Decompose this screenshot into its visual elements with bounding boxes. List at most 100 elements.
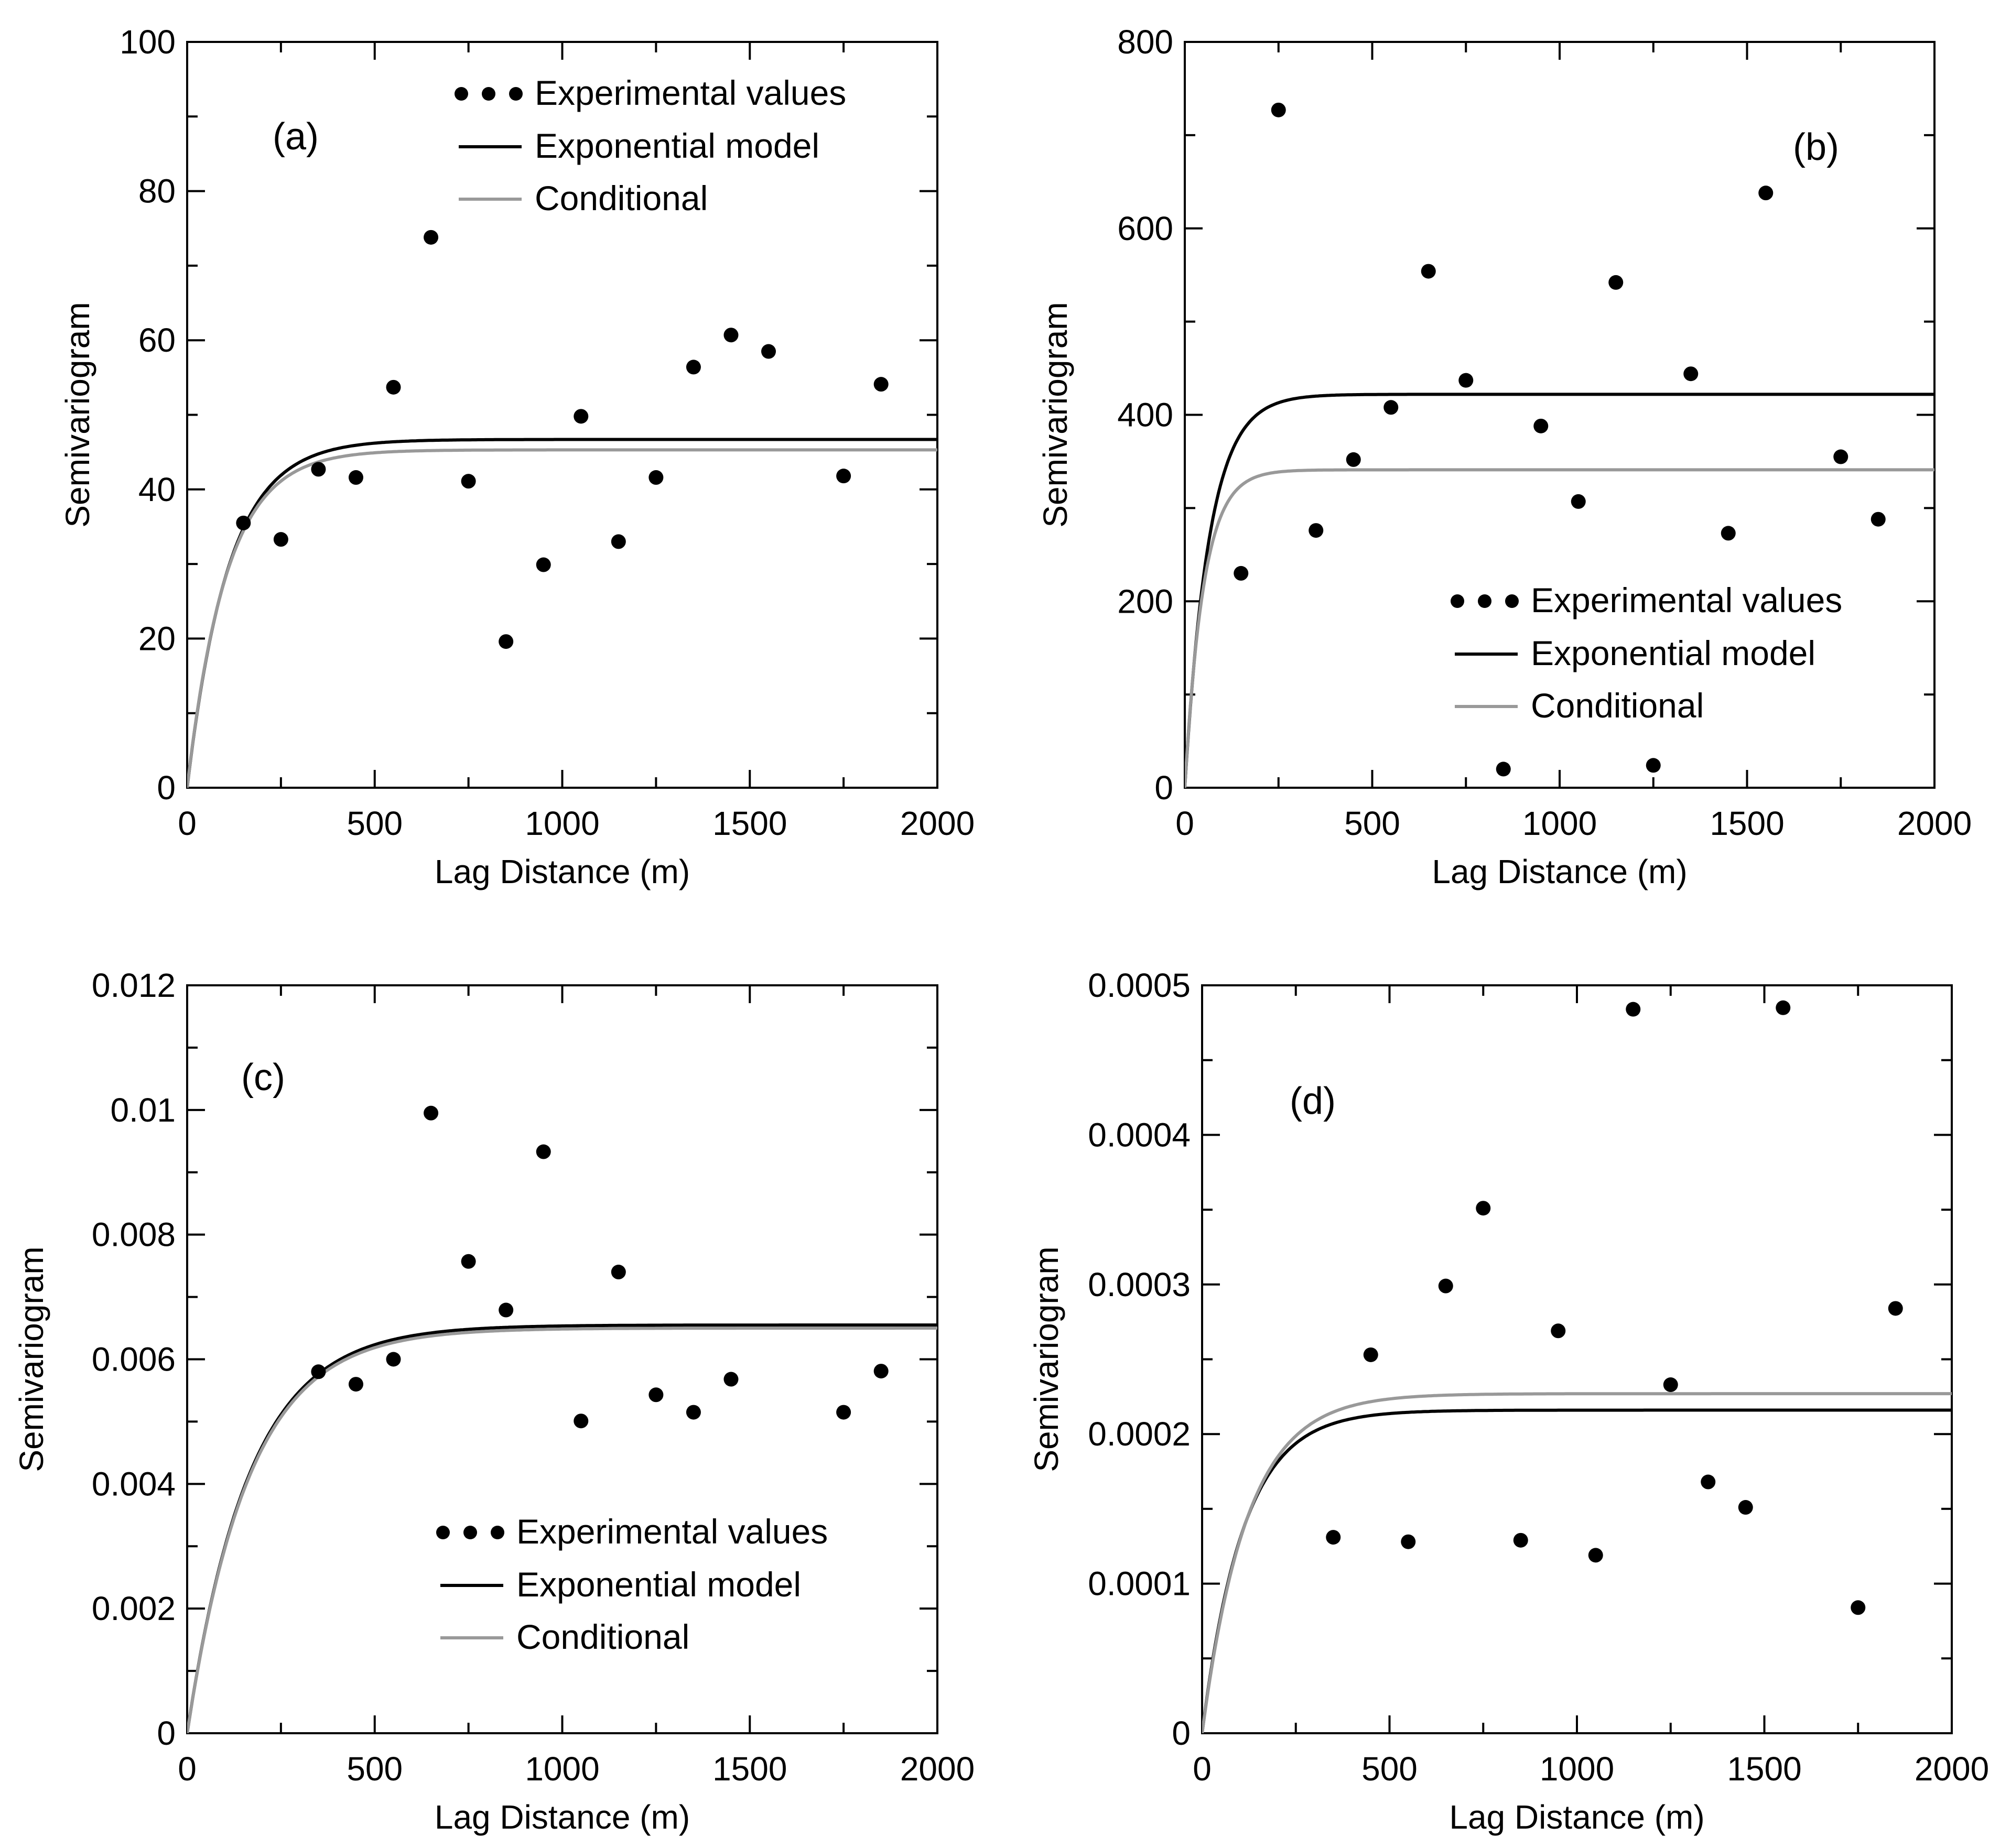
experimental-point [424, 230, 439, 245]
y-tick-label: 0.006 [92, 1341, 176, 1378]
experimental-point [1663, 1377, 1678, 1393]
experimental-point [1476, 1201, 1491, 1216]
legend-marker-experimental [463, 1526, 477, 1539]
legend-marker-experimental [1451, 594, 1464, 608]
experimental-point [1234, 566, 1249, 581]
x-tick-label: 2000 [1915, 1750, 1989, 1788]
experimental-point [1588, 1548, 1603, 1563]
y-tick-label: 0 [1154, 769, 1173, 807]
experimental-point [386, 379, 401, 395]
x-tick-label: 0 [1175, 805, 1194, 842]
x-tick-label: 500 [1344, 805, 1400, 842]
experimental-point [499, 634, 514, 649]
experimental-point [1701, 1474, 1716, 1490]
experimental-point [1309, 523, 1324, 538]
experimental-point [611, 1265, 626, 1280]
y-tick-label: 20 [138, 619, 176, 657]
y-tick-label: 0.0001 [1088, 1565, 1191, 1603]
x-tick-label: 500 [347, 805, 403, 842]
x-axis-label: Lag Distance (m) [435, 1798, 690, 1836]
experimental-point [686, 360, 701, 375]
experimental-point [723, 328, 739, 343]
experimental-point [1571, 494, 1586, 509]
experimental-point [761, 344, 776, 359]
legend-label-conditional: Conditional [535, 179, 708, 218]
y-tick-label: 100 [120, 23, 176, 61]
experimental-point [1646, 758, 1661, 773]
legend-marker-experimental [491, 1526, 504, 1539]
experimental-point [1271, 102, 1286, 117]
x-axis-label: Lag Distance (m) [1449, 1798, 1704, 1836]
y-axis-label: Semivariogram [1036, 302, 1074, 527]
experimental-point [461, 1254, 476, 1269]
experimental-point [1721, 526, 1736, 541]
experimental-point [611, 534, 626, 549]
experimental-point [1458, 373, 1474, 388]
experimental-point [311, 462, 326, 477]
x-axis-label: Lag Distance (m) [1432, 853, 1687, 890]
chart-panel-c: 0 500 1000 1500 2000 0 0.002 0.004 0.006 0.008 0.0… [13, 966, 975, 1836]
experimental-point [536, 1144, 551, 1159]
experimental-point [873, 1364, 889, 1379]
experimental-point [1626, 1002, 1641, 1017]
experimental-point [1833, 449, 1848, 464]
exponential-model-curve [1202, 1408, 1952, 1733]
x-tick-label: 1000 [525, 805, 599, 842]
conditional-curve [187, 448, 937, 788]
experimental-point [1363, 1347, 1378, 1362]
legend-label-experimental: Experimental values [516, 1512, 828, 1551]
x-tick-label: 0 [1193, 1750, 1212, 1788]
experimental-point [1496, 762, 1511, 777]
x-tick-label: 2000 [1897, 805, 1972, 842]
legend-label-exponential: Exponential model [535, 126, 819, 165]
legend-marker-experimental [455, 87, 468, 101]
experimental-point [1401, 1534, 1416, 1549]
experimental-point [1608, 275, 1624, 290]
legend: Experimental values Exponential model Cond… [455, 73, 846, 218]
panel-label: (a) [273, 116, 319, 158]
experimental-point [461, 474, 476, 489]
experimental-point [574, 409, 589, 424]
x-tick-label: 1500 [1710, 805, 1784, 842]
x-tick-label: 0 [178, 1750, 197, 1788]
exponential-model-curve [187, 1323, 937, 1733]
experimental-point [1738, 1500, 1753, 1515]
experimental-point [836, 469, 851, 484]
y-tick-label: 0.0002 [1088, 1415, 1191, 1453]
y-tick-label: 600 [1117, 210, 1173, 247]
experimental-point [686, 1405, 701, 1420]
chart-panel-a: 0 500 1000 1500 2000 0 20 40 60 80 100 Lag Distance… [59, 23, 975, 890]
legend-label-conditional: Conditional [516, 1617, 689, 1656]
exponential-model-curve [187, 438, 937, 788]
x-tick-label: 2000 [900, 1750, 975, 1788]
y-tick-label: 0.01 [110, 1091, 176, 1129]
y-tick-label: 0 [1172, 1714, 1191, 1752]
experimental-point [1871, 512, 1886, 527]
x-tick-label: 1500 [1727, 1750, 1801, 1788]
x-tick-label: 1500 [712, 1750, 787, 1788]
y-tick-label: 400 [1117, 396, 1173, 434]
legend-label-experimental: Experimental values [1531, 581, 1842, 619]
x-tick-label: 1500 [712, 805, 787, 842]
experimental-point [1533, 418, 1549, 433]
conditional-curve [187, 1327, 937, 1733]
legend: Experimental values Exponential model Cond… [1451, 581, 1842, 725]
y-tick-label: 80 [138, 172, 176, 210]
experimental-point [273, 532, 288, 547]
experimental-point [348, 470, 363, 485]
panel-label: (d) [1290, 1080, 1336, 1122]
experimental-point [1683, 366, 1699, 382]
conditional-curve [1202, 1392, 1952, 1733]
experimental-point [648, 1387, 664, 1403]
y-tick-label: 0 [157, 1714, 176, 1752]
legend-marker-experimental [509, 87, 523, 101]
experimental-point [311, 1364, 326, 1379]
y-tick-label: 0.0003 [1088, 1266, 1191, 1303]
y-axis-label: Semivariogram [1028, 1246, 1065, 1472]
experimental-point [648, 470, 664, 485]
experimental-point [348, 1377, 363, 1392]
conditional-curve [1185, 468, 1934, 788]
y-axis-label: Semivariogram [59, 302, 96, 527]
legend-label-exponential: Exponential model [516, 1565, 801, 1604]
